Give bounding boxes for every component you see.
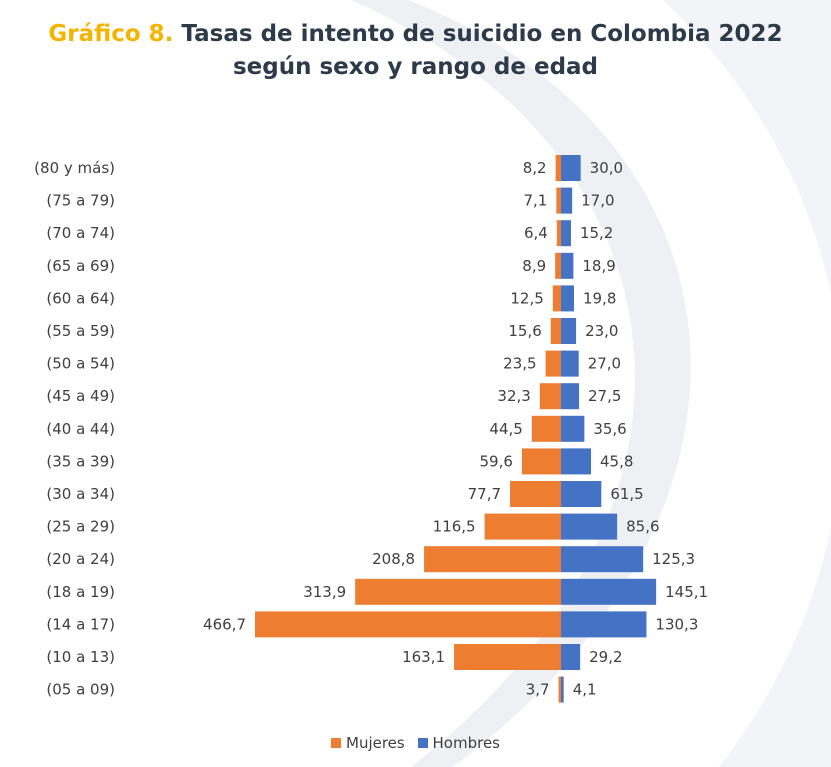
legend-label-hombres: Hombres [432,734,500,752]
category-label-80-y-m-s: (80 y más) [34,159,115,177]
value-label-hombres-10-a-13: 29,2 [589,648,622,666]
category-label-18-a-19: (18 a 19) [46,583,115,601]
value-label-mujeres-20-a-24: 208,8 [372,550,415,568]
bar-mujeres-10-a-13 [454,644,561,670]
value-label-mujeres-05-a-09: 3,7 [526,681,550,699]
bar-hombres-14-a-17 [561,611,647,638]
value-label-mujeres-25-a-29: 116,5 [433,518,476,536]
chart-legend: Mujeres Hombres [0,734,831,752]
value-label-mujeres-14-a-17: 466,7 [203,615,246,633]
value-label-hombres-18-a-19: 145,1 [665,583,708,601]
legend-item-hombres: Hombres [417,734,500,752]
bar-hombres-75-a-79 [561,187,573,214]
bar-mujeres-80-y-m-s [555,155,561,181]
value-label-hombres-45-a-49: 27,5 [588,387,621,405]
value-label-hombres-25-a-29: 85,6 [626,518,659,536]
value-label-mujeres-35-a-39: 59,6 [480,452,513,470]
value-label-hombres-40-a-44: 35,6 [593,420,626,438]
category-label-55-a-59: (55 a 59) [46,322,115,340]
value-label-mujeres-50-a-54: 23,5 [503,355,536,373]
bar-hombres-45-a-49 [561,383,580,410]
title-text: Tasas de intento de suicidio en Colombia… [181,21,783,47]
category-label-35-a-39: (35 a 39) [46,452,115,470]
bar-mujeres-45-a-49 [539,383,561,410]
value-label-mujeres-10-a-13: 163,1 [402,648,445,666]
bar-mujeres-65-a-69 [555,252,561,279]
value-label-hombres-55-a-59: 23,0 [585,322,618,340]
legend-label-mujeres: Mujeres [346,734,405,752]
title-line-2: según sexo y rango de edad [232,54,599,80]
value-label-mujeres-80-y-m-s: 8,2 [523,159,547,177]
bar-mujeres-70-a-74 [556,220,561,247]
legend-swatch-hombres [417,738,428,748]
bar-hombres-80-y-m-s [561,155,581,181]
category-label-75-a-79: (75 a 79) [46,192,115,210]
bar-hombres-18-a-19 [561,578,657,605]
title-line-1: Gráfico 8. Tasas de intento de suicidio … [0,18,831,51]
bar-hombres-25-a-29 [561,513,618,540]
category-label-40-a-44: (40 a 44) [46,420,115,438]
category-label-20-a-24: (20 a 24) [46,550,115,568]
value-label-hombres-70-a-74: 15,2 [580,224,613,242]
bar-hombres-30-a-34 [561,481,602,507]
value-label-mujeres-45-a-49: 32,3 [497,387,530,405]
value-label-hombres-35-a-39: 45,8 [600,452,633,470]
title-prefix: Gráfico 8. [48,21,174,47]
legend-item-mujeres: Mujeres [331,734,405,752]
category-label-05-a-09: (05 a 09) [46,681,115,699]
bar-mujeres-25-a-29 [484,513,561,540]
value-label-hombres-60-a-64: 19,8 [583,289,616,307]
bar-hombres-50-a-54 [561,350,579,377]
bar-mujeres-75-a-79 [556,187,561,214]
legend-swatch-mujeres [331,738,341,748]
bar-mujeres-50-a-54 [545,350,561,377]
category-label-30-a-34: (30 a 34) [46,485,115,503]
value-label-mujeres-55-a-59: 15,6 [508,322,541,340]
bar-mujeres-14-a-17 [255,611,561,638]
value-label-hombres-65-a-69: 18,9 [582,257,615,275]
value-label-hombres-14-a-17: 130,3 [655,615,698,633]
bar-mujeres-35-a-39 [521,448,561,475]
bar-hombres-10-a-13 [561,644,581,670]
value-label-mujeres-60-a-64: 12,5 [510,289,543,307]
bar-hombres-60-a-64 [561,285,574,312]
value-label-mujeres-40-a-44: 44,5 [489,420,522,438]
bar-hombres-20-a-24 [561,546,644,573]
value-label-hombres-50-a-54: 27,0 [588,355,621,373]
value-label-mujeres-65-a-69: 8,9 [522,257,546,275]
chart-title: Gráfico 8. Tasas de intento de suicidio … [0,18,831,84]
category-label-70-a-74: (70 a 74) [46,224,115,242]
bar-mujeres-18-a-19 [355,578,561,605]
value-label-mujeres-75-a-79: 7,1 [523,192,547,210]
value-label-mujeres-30-a-34: 77,7 [468,485,501,503]
category-label-50-a-54: (50 a 54) [46,355,115,373]
category-label-14-a-17: (14 a 17) [46,615,115,633]
value-label-mujeres-18-a-19: 313,9 [303,583,346,601]
bar-mujeres-40-a-44 [531,415,561,442]
category-label-60-a-64: (60 a 64) [46,289,115,307]
bar-hombres-40-a-44 [561,415,585,442]
value-label-mujeres-70-a-74: 6,4 [524,224,548,242]
value-label-hombres-75-a-79: 17,0 [581,192,614,210]
bar-mujeres-55-a-59 [550,318,561,344]
bar-hombres-70-a-74 [561,220,571,247]
bar-mujeres-20-a-24 [424,546,561,573]
category-label-25-a-29: (25 a 29) [46,518,115,536]
value-label-hombres-20-a-24: 125,3 [652,550,695,568]
bar-hombres-65-a-69 [561,252,574,279]
bar-hombres-35-a-39 [561,448,592,475]
category-label-65-a-69: (65 a 69) [46,257,115,275]
value-label-hombres-80-y-m-s: 30,0 [590,159,623,177]
category-label-10-a-13: (10 a 13) [46,648,115,666]
value-label-hombres-05-a-09: 4,1 [573,681,597,699]
bar-mujeres-60-a-64 [552,285,561,312]
value-label-hombres-30-a-34: 61,5 [610,485,643,503]
bar-hombres-55-a-59 [561,318,577,344]
category-label-45-a-49: (45 a 49) [46,387,115,405]
bar-hombres-05-a-09 [561,676,564,703]
bar-mujeres-30-a-34 [510,481,561,507]
bar-mujeres-05-a-09 [558,676,561,703]
